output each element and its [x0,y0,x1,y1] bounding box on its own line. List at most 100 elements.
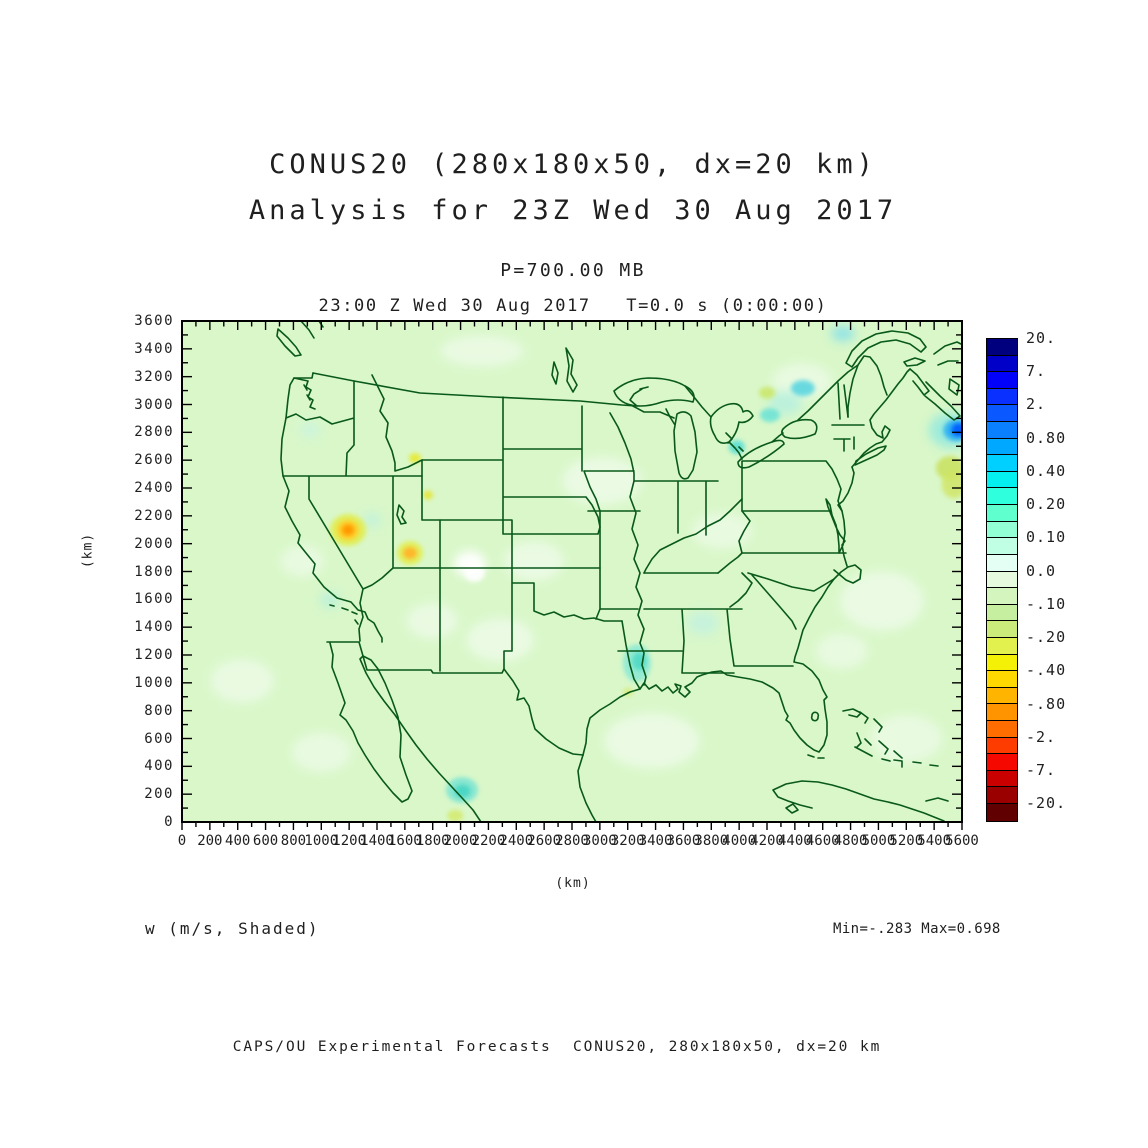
x-tick-label: 4000 [722,833,756,849]
map-plot-area [181,320,963,830]
cuba [772,780,949,822]
bay-of-fundy [909,368,930,396]
colorbar-cell [987,554,1017,572]
chart-subtitle: Analysis for 23Z Wed 30 Aug 2017 [248,195,898,226]
shade-blob-stlawrence-cyan-1 [759,408,780,423]
x-tick-label: 1400 [360,833,394,849]
lake-okeechobee [810,711,820,722]
shade-blob-montana-yellow [409,453,421,464]
shade-blob-stlawrence-cyan-2 [790,380,815,397]
colorbar-cell [987,571,1017,589]
colorbar-tick-label: 0.80 [1026,428,1067,447]
x-axis-label: (km) [555,876,591,891]
x-tick-label: 3000 [582,833,617,849]
shade-blob-pale-patch-pacific [210,659,274,703]
lake-winnipeg [551,347,578,393]
x-tick-label: 5200 [889,833,924,849]
x-tick-label: 3800 [694,833,729,849]
x-tick-label: 3600 [666,833,701,849]
y-tick-label: 2200 [134,507,174,524]
shade-blob-atlantic-max-core [951,423,962,437]
footer-credit: CAPS/OU Experimental Forecasts CONUS20, … [232,1039,882,1055]
map-outlines [276,321,962,822]
gulf-atlantic-coast [582,564,862,756]
chesapeake-midatlantic-coast [825,466,855,567]
shade-blob-pale-patch-se [815,633,868,669]
y-tick-label: 200 [144,786,174,803]
y-tick-label: 0 [164,814,174,830]
x-tick-label: 1200 [332,833,366,849]
x-tick-label: 4200 [750,833,784,849]
state-lines-plains [392,396,623,672]
axis-ticks [181,322,963,830]
x-tick-label: 1600 [387,833,422,849]
colorbar-cell [987,521,1017,539]
colorbar-cell [987,405,1017,423]
coastline-pacific [280,372,383,643]
y-tick-label: 1800 [134,563,174,580]
y-tick-label: 3000 [134,396,174,413]
x-tick-label: 3400 [638,833,673,849]
mexico-border [326,641,584,756]
shade-blob-alabama-pale-cyan [686,611,719,635]
shade-blob-pale-patch-baja-sea [291,732,352,773]
colorbar-tick-label: 2. [1026,395,1047,414]
x-tick-label: 2400 [499,833,534,849]
colorbar-cell [987,704,1017,722]
colorbar-cell [987,721,1017,738]
lake-erie [737,439,785,469]
colorbar-cell [987,588,1017,605]
y-tick-label: 1200 [134,647,174,663]
gulf-st-lawrence [845,330,962,368]
state-lines-midwest [583,412,719,686]
nova-scotia [903,357,961,421]
colorbar-cell [987,438,1017,456]
x-tick-label: 1800 [415,833,450,849]
x-tick-label: 400 [225,833,251,849]
x-tick-label: 200 [197,833,223,849]
shade-blob-pale-patch-co-ks [504,541,564,582]
colorbar-tick-label: 0.20 [1026,495,1067,514]
channel-islands [329,604,358,615]
colorbar-cell [987,538,1017,555]
colorbar-tick-label: -.80 [1026,694,1067,713]
colorbar-tick-label: -20. [1026,794,1067,813]
x-tick-label: 600 [252,833,279,849]
conus-map [181,320,963,830]
colorbar-cell [987,737,1017,755]
x-tick-label: 2600 [527,833,561,849]
y-tick-label: 3200 [134,368,174,385]
shade-blob-stlawrence-pale [768,391,803,416]
colorbar-cell [987,754,1017,771]
y-tick-label: 800 [144,702,174,719]
x-tick-label: 2200 [471,833,506,849]
chart-title: CONUS20 (280x180x50, dx=20 km) [269,149,877,180]
colorbar-tick-label: -7. [1026,761,1057,780]
y-tick-label: 2600 [134,452,174,469]
x-tick-label: 2000 [443,833,478,849]
shade-blob-michigan-cyan [728,440,745,455]
shade-blob-pale-patch-canada [440,335,524,368]
colorbar-cell [987,505,1017,522]
colorbar-cell [987,471,1017,489]
y-tick-label: 2400 [134,480,174,496]
shade-blob-pale-patch-sargasso [870,714,943,763]
shade-blob-sonora-teal-core [454,784,471,798]
shade-blob-ontario-yellow [759,386,775,399]
colorbar-cell [987,388,1017,406]
x-tick-label: 5400 [917,833,951,849]
shade-blob-wyoming-yellow [423,490,433,500]
colorbar-tick-label: 0.40 [1026,461,1067,480]
colorbar-cell [987,804,1017,821]
shade-blob-colorado-white-2 [464,563,485,582]
shade-blob-west-cyan-2 [363,513,381,527]
x-tick-label: 3200 [610,833,645,849]
great-salt-lake [396,504,407,525]
colorbar-tick-label: -.40 [1026,661,1067,680]
cay-sal-dashes [854,746,939,768]
y-tick-label: 600 [144,730,174,747]
y-tick-label: 1000 [134,674,174,691]
shade-blob-pale-patch-atlantic [839,571,924,631]
y-tick-label: 2800 [134,424,174,441]
